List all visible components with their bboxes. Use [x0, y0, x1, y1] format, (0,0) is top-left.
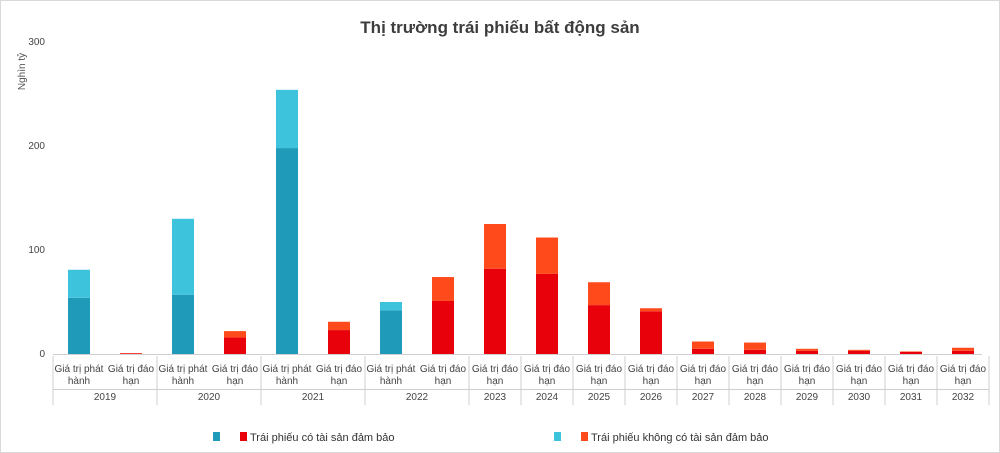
bar-secured	[432, 300, 454, 354]
category-label: hạn	[331, 376, 348, 387]
bar-secured	[588, 305, 610, 354]
y-tick-label: 200	[28, 141, 45, 152]
category-label: hạn	[695, 376, 712, 387]
category-label: Giá trị đáo	[784, 364, 831, 375]
bar-secured	[900, 351, 922, 354]
category-label: hạn	[227, 376, 244, 387]
category-label: hạn	[799, 376, 816, 387]
bar-secured	[744, 349, 766, 354]
bar-unsecured	[588, 282, 610, 306]
year-label: 2030	[848, 392, 871, 403]
category-label: hành	[380, 376, 402, 387]
bar-secured	[224, 337, 246, 354]
category-label: hạn	[747, 376, 764, 387]
bar-secured	[68, 297, 90, 354]
bar-secured	[952, 350, 974, 354]
y-tick-label: 300	[28, 37, 45, 48]
category-label: Giá trị phát	[263, 364, 312, 375]
bar-unsecured	[848, 349, 870, 351]
y-tick-label: 100	[28, 245, 45, 256]
bar-unsecured	[432, 277, 454, 301]
category-label: Giá trị đáo	[576, 364, 623, 375]
legend-label: Trái phiếu không có tài sản đảm bảo	[591, 432, 769, 444]
category-label: Giá trị đáo	[940, 364, 987, 375]
legend-label: Trái phiếu có tài sản đảm bảo	[250, 432, 395, 444]
category-label: hạn	[851, 376, 868, 387]
category-label: Giá trị đáo	[472, 364, 519, 375]
bar-secured	[172, 294, 194, 354]
category-label: hành	[172, 376, 194, 387]
category-label: Giá trị đáo	[680, 364, 727, 375]
bar-secured	[536, 273, 558, 354]
category-label: Giá trị đáo	[524, 364, 571, 375]
bar-unsecured	[536, 237, 558, 274]
year-label: 2020	[198, 392, 221, 403]
bar-secured	[848, 350, 870, 354]
bar-secured	[796, 350, 818, 354]
bar-unsecured	[224, 331, 246, 338]
year-label: 2026	[640, 392, 663, 403]
category-label: hành	[276, 376, 298, 387]
category-label: hạn	[591, 376, 608, 387]
year-label: 2031	[900, 392, 923, 403]
bar-secured	[120, 353, 142, 354]
year-label: 2021	[302, 392, 325, 403]
bar-unsecured	[900, 351, 922, 352]
bar-secured	[640, 311, 662, 354]
year-label: 2024	[536, 392, 559, 403]
year-label: 2025	[588, 392, 611, 403]
bar-unsecured	[484, 224, 506, 269]
bar-unsecured	[744, 342, 766, 350]
category-label: hạn	[955, 376, 972, 387]
category-label: Giá trị đáo	[628, 364, 675, 375]
bar-secured	[276, 148, 298, 354]
category-label: hành	[68, 376, 90, 387]
bar-secured	[328, 330, 350, 354]
bar-unsecured	[796, 348, 818, 351]
bar-unsecured	[692, 341, 714, 349]
category-label: hạn	[539, 376, 556, 387]
year-label: 2027	[692, 392, 715, 403]
bar-unsecured	[276, 89, 298, 149]
bar-unsecured	[952, 347, 974, 351]
category-label: hạn	[487, 376, 504, 387]
bar-unsecured	[68, 269, 90, 298]
category-label: Giá trị đáo	[212, 364, 259, 375]
bar-secured	[380, 310, 402, 354]
year-label: 2022	[406, 392, 429, 403]
category-label: hạn	[643, 376, 660, 387]
year-label: 2029	[796, 392, 819, 403]
bar-unsecured	[172, 218, 194, 295]
category-label: Giá trị phát	[367, 364, 416, 375]
category-label: Giá trị đáo	[316, 364, 363, 375]
category-label: Giá trị đáo	[732, 364, 779, 375]
bar-secured	[484, 268, 506, 354]
category-label: Giá trị đáo	[888, 364, 935, 375]
legend-swatch-issue	[554, 432, 561, 441]
legend-swatch-maturity	[240, 432, 247, 441]
year-label: 2023	[484, 392, 507, 403]
category-label: Giá trị đáo	[836, 364, 883, 375]
category-label: hạn	[903, 376, 920, 387]
category-label: Giá trị đáo	[108, 364, 155, 375]
bar-secured	[692, 348, 714, 354]
year-label: 2028	[744, 392, 767, 403]
category-label: hạn	[123, 376, 140, 387]
year-label: 2019	[94, 392, 117, 403]
bar-unsecured	[380, 302, 402, 311]
category-label: Giá trị phát	[159, 364, 208, 375]
year-label: 2032	[952, 392, 975, 403]
bar-unsecured	[640, 308, 662, 312]
category-label: hạn	[435, 376, 452, 387]
category-label: Giá trị phát	[55, 364, 104, 375]
legend-swatch-issue	[213, 432, 220, 441]
y-tick-label: 0	[39, 349, 45, 360]
bar-unsecured	[328, 321, 350, 331]
legend-swatch-maturity	[581, 432, 588, 441]
category-label: Giá trị đáo	[420, 364, 467, 375]
chart-title: Thị trường trái phiếu bất động sản	[360, 18, 640, 37]
